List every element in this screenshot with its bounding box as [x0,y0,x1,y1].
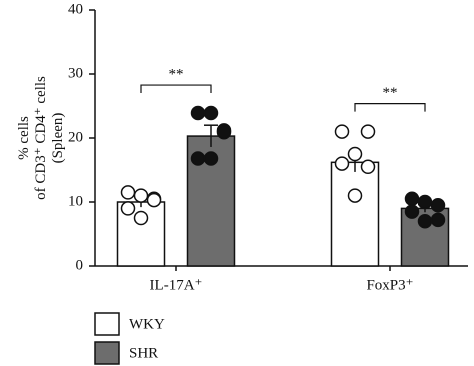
data-point [334,156,350,171]
y-tick-label: 0 [76,257,84,273]
data-point [133,210,149,226]
y-tick-label: 30 [68,65,83,81]
legend-swatch [94,312,120,336]
data-point [203,105,219,121]
y-tick-label: 20 [68,129,83,145]
significance-label: ** [169,66,184,82]
data-point [430,197,446,213]
legend-label: WKY [129,316,165,332]
data-point [334,124,350,139]
data-point [404,204,420,219]
x-tick-label: FoxP3⁺ [366,277,413,293]
x-tick-label: IL-17A⁺ [150,277,203,293]
data-point [417,213,433,229]
data-point [360,159,376,175]
data-point [120,185,136,200]
data-point [347,146,363,162]
data-point [133,188,149,203]
data-point [404,191,420,207]
significance-bracket [140,84,212,94]
bar [330,161,380,267]
data-point [203,151,219,166]
data-point [430,212,446,228]
data-point [120,201,136,216]
data-point [146,192,162,208]
y-axis-label-line: of CD3⁺ CD4⁺ cells [33,76,49,200]
legend-label: SHR [129,345,158,361]
data-point [360,124,376,139]
significance-label: ** [383,85,398,101]
data-point [417,194,433,210]
significance-bracket [354,103,426,112]
y-axis-label-line: % cells [16,116,32,160]
y-tick-label: 40 [68,1,83,17]
y-axis-label-line: (Spleen) [50,113,66,164]
data-point [190,105,206,121]
y-axis-label: % cellsof CD3⁺ CD4⁺ cells(Spleen) [16,76,66,200]
legend-swatch [94,341,120,365]
data-point [190,151,206,166]
data-point [216,124,232,140]
data-point [347,188,363,203]
y-tick-label: 10 [68,193,83,209]
